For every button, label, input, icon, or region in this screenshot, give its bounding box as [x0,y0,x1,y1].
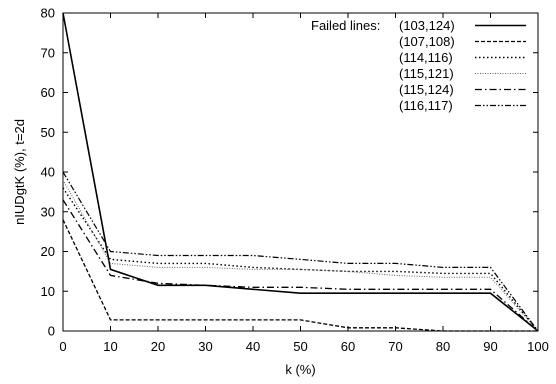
series-line [62,12,539,332]
series-line [62,179,539,332]
x-tick-label: 30 [198,339,212,354]
y-tick-label: 50 [41,125,55,140]
tick-labels: 0 10 20 30 40 50 60 70 80 90 100 0 10 20 30 40 50 60 70 80 [41,6,549,355]
series-line [62,171,539,332]
series-line [62,219,538,332]
x-tick-label: 90 [483,339,497,354]
y-axis-label: nIUDgtK (%), t=2d [12,119,27,225]
y-tick-label: 60 [41,85,55,100]
y-tick-label: 70 [41,45,55,60]
series-line [62,187,539,332]
legend-label: (107,108) [399,34,455,49]
x-tick-label: 50 [293,339,307,354]
series-lines [62,12,539,332]
y-tick-label: 40 [41,165,55,180]
series-line [62,199,539,332]
legend-title: Failed lines: [311,18,380,33]
plot-frame [62,12,539,332]
x-axis-label: k (%) [285,362,315,377]
x-tick-label: 100 [527,339,549,354]
x-tick-label: 10 [103,339,117,354]
x-tick-label: 80 [436,339,450,354]
legend-label: (103,124) [399,18,455,33]
y-tick-label: 30 [41,204,55,219]
y-tick-label: 20 [41,244,55,259]
x-tick-label: 40 [246,339,260,354]
x-tick-label: 0 [59,339,66,354]
legend: Failed lines: (103,124)(107,108)(114,116… [311,18,526,113]
legend-label: (115,121) [399,66,454,81]
y-tick-label: 0 [48,324,55,339]
axis-ticks [62,12,539,332]
x-tick-label: 70 [388,339,402,354]
legend-label: (116,117) [399,98,453,113]
legend-label: (115,124) [399,82,454,97]
y-tick-label: 10 [41,284,55,299]
y-tick-label: 80 [41,6,55,21]
x-tick-label: 60 [341,339,355,354]
legend-label: (114,116) [399,50,453,65]
x-tick-label: 20 [151,339,165,354]
